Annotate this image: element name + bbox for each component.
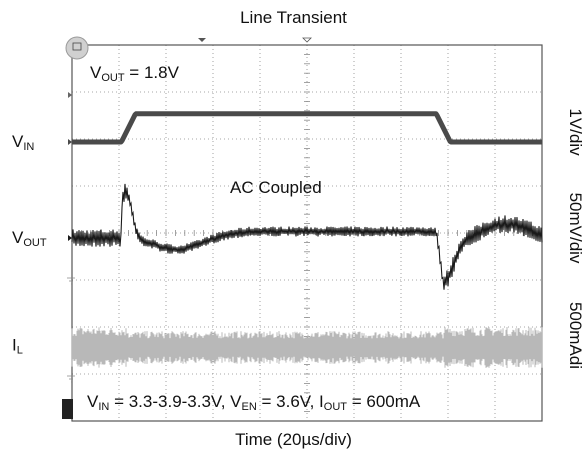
scale-label-vin: 1V/div xyxy=(566,108,585,156)
center-marker xyxy=(302,37,312,43)
menu-icon xyxy=(65,36,89,60)
ac-coupled-annotation: AC Coupled xyxy=(230,178,322,197)
ground-symbol-icon xyxy=(67,375,75,383)
plot-frame xyxy=(71,44,543,422)
vout-trace xyxy=(71,183,543,290)
chart-title: Line Transient xyxy=(240,8,347,27)
test-conditions-label: VIN = 3.3-3.9-3.3V, VEN = 3.6V, IOUT = 6… xyxy=(87,392,421,413)
channel-label-vout: VOUT xyxy=(12,228,47,249)
vout-setting-label: VOUT = 1.8V xyxy=(90,63,180,84)
menu-icon-glyph xyxy=(72,42,82,51)
il-trace xyxy=(71,327,543,368)
trigger-level-marker xyxy=(68,92,72,98)
vin-ground-marker xyxy=(68,139,72,145)
scale-label-vout: 50mV/div xyxy=(566,193,585,264)
vout-ground-marker xyxy=(68,235,72,241)
channel-label-il: IL xyxy=(12,336,23,357)
channel-label-vin: VIN xyxy=(12,132,34,153)
ground-symbol-icon xyxy=(67,277,75,285)
vin-trace xyxy=(70,111,544,145)
channel-1-indicator-icon xyxy=(62,399,73,419)
x-axis-label: Time (20µs/div) xyxy=(235,430,352,449)
trigger-position-marker xyxy=(198,38,206,42)
scale-label-il: 500mAdi xyxy=(566,302,585,369)
